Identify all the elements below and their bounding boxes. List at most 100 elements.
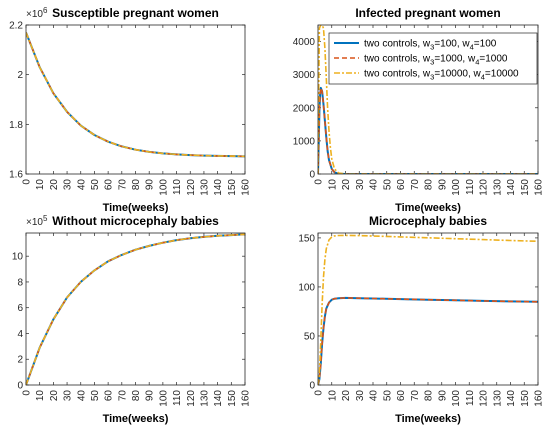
series-line-orange-dashdot: [26, 32, 245, 158]
x-tick-label: 80: [424, 390, 435, 402]
y-tick-label: 6: [17, 303, 23, 314]
y-tick-label: 2.2: [9, 21, 23, 32]
y-multiplier-base: ×10: [26, 217, 43, 228]
x-tick-label: 40: [76, 390, 87, 402]
y-tick-label: 4000: [293, 37, 316, 48]
axes-box: [317, 232, 539, 386]
x-tick-label: 50: [382, 179, 393, 191]
x-tick-label: 80: [131, 179, 142, 191]
x-tick-label: 110: [465, 390, 476, 406]
x-tick-label: 70: [410, 390, 421, 402]
y-multiplier: ×105: [26, 214, 48, 228]
x-tick-label: 140: [213, 390, 224, 407]
x-tick-label: 50: [90, 390, 101, 402]
x-axis-label: Time(weeks): [103, 413, 169, 425]
y-tick-label: 50: [304, 331, 316, 342]
series-line-red-dashed: [318, 297, 538, 385]
series-line-blue-solid: [318, 296, 538, 385]
x-tick-label: 90: [145, 390, 156, 402]
chart-title: Without microcephaly babies: [52, 214, 219, 228]
series-line-blue-solid: [26, 32, 245, 158]
x-tick-label: 110: [172, 179, 183, 195]
x-axis-label: Time(weeks): [395, 413, 461, 425]
x-tick-label: 10: [327, 179, 338, 191]
x-tick-label: 30: [63, 179, 74, 191]
series-line-orange-dashdot: [318, 234, 538, 385]
x-tick-label: 40: [76, 179, 87, 191]
x-tick-label: 130: [199, 179, 210, 196]
y-tick-label: 3000: [293, 70, 316, 81]
y-tick-label: 2: [17, 355, 23, 366]
series-line-orange-dashdot: [26, 233, 245, 385]
x-tick-label: 160: [534, 390, 545, 407]
series-line-red-dashed: [26, 233, 245, 385]
legend: two controls, w3=100, w4=100 two controls…: [328, 32, 538, 85]
x-tick-label: 100: [158, 179, 169, 196]
x-tick-label: 70: [117, 390, 128, 402]
series-line-orange-dashdot: [318, 25, 538, 174]
y-tick-label: 1000: [293, 136, 316, 147]
x-tick-label: 100: [451, 390, 462, 407]
x-tick-label: 110: [172, 390, 183, 406]
x-tick-label: 150: [227, 179, 238, 196]
y-tick-label: 2: [17, 70, 23, 81]
x-axis-label: Time(weeks): [395, 202, 461, 214]
chart-title: Microcephaly babies: [369, 214, 487, 228]
x-tick-label: 0: [22, 390, 33, 396]
y-multiplier-exponent: 5: [43, 214, 48, 223]
x-tick-label: 10: [327, 390, 338, 402]
x-tick-label: 40: [369, 390, 380, 402]
x-tick-label: 0: [314, 179, 325, 185]
x-tick-label: 140: [506, 179, 517, 196]
x-tick-label: 20: [341, 390, 352, 402]
x-tick-label: 80: [424, 179, 435, 191]
x-tick-label: 30: [63, 390, 74, 402]
legend-entry: two controls, w3=1000, w4=1000: [364, 54, 508, 67]
x-tick-label: 160: [534, 179, 545, 196]
x-tick-label: 150: [520, 390, 531, 407]
y-tick-label: 4: [17, 329, 23, 340]
x-tick-label: 60: [396, 179, 407, 191]
x-tick-label: 140: [213, 179, 224, 196]
y-tick-label: 150: [298, 233, 315, 244]
x-tick-label: 50: [382, 390, 393, 402]
x-tick-label: 10: [35, 179, 46, 191]
axes-box: [25, 232, 246, 386]
x-tick-label: 20: [49, 390, 60, 402]
x-tick-label: 150: [520, 179, 531, 196]
x-tick-label: 60: [396, 390, 407, 402]
x-tick-label: 20: [341, 179, 352, 191]
y-multiplier-base: ×10: [26, 9, 43, 20]
series-line-red-dashed: [26, 32, 245, 158]
series-line-red-dashed: [318, 87, 538, 174]
axes-box: [25, 24, 246, 175]
x-tick-label: 130: [199, 390, 210, 407]
x-tick-label: 130: [492, 179, 503, 196]
x-tick-label: 70: [117, 179, 128, 191]
x-tick-label: 90: [145, 179, 156, 191]
x-tick-label: 160: [241, 390, 252, 407]
x-tick-label: 80: [131, 390, 142, 402]
y-tick-label: 10: [12, 252, 24, 263]
chart-title: Infected pregnant women: [355, 6, 500, 20]
x-tick-label: 60: [104, 390, 115, 402]
x-tick-label: 10: [35, 390, 46, 402]
x-tick-label: 60: [104, 179, 115, 191]
x-tick-label: 120: [186, 390, 197, 407]
y-tick-label: 0: [17, 381, 23, 392]
y-tick-label: 100: [298, 282, 315, 293]
x-tick-label: 120: [479, 390, 490, 407]
x-tick-label: 30: [355, 390, 366, 402]
axes-box: [317, 24, 539, 175]
x-tick-label: 120: [479, 179, 490, 196]
legend-entry: two controls, w3=100, w4=100: [364, 39, 497, 52]
x-tick-label: 30: [355, 179, 366, 191]
x-tick-label: 0: [22, 179, 33, 185]
x-tick-label: 130: [492, 390, 503, 407]
x-tick-label: 100: [158, 390, 169, 407]
x-tick-label: 120: [186, 179, 197, 196]
